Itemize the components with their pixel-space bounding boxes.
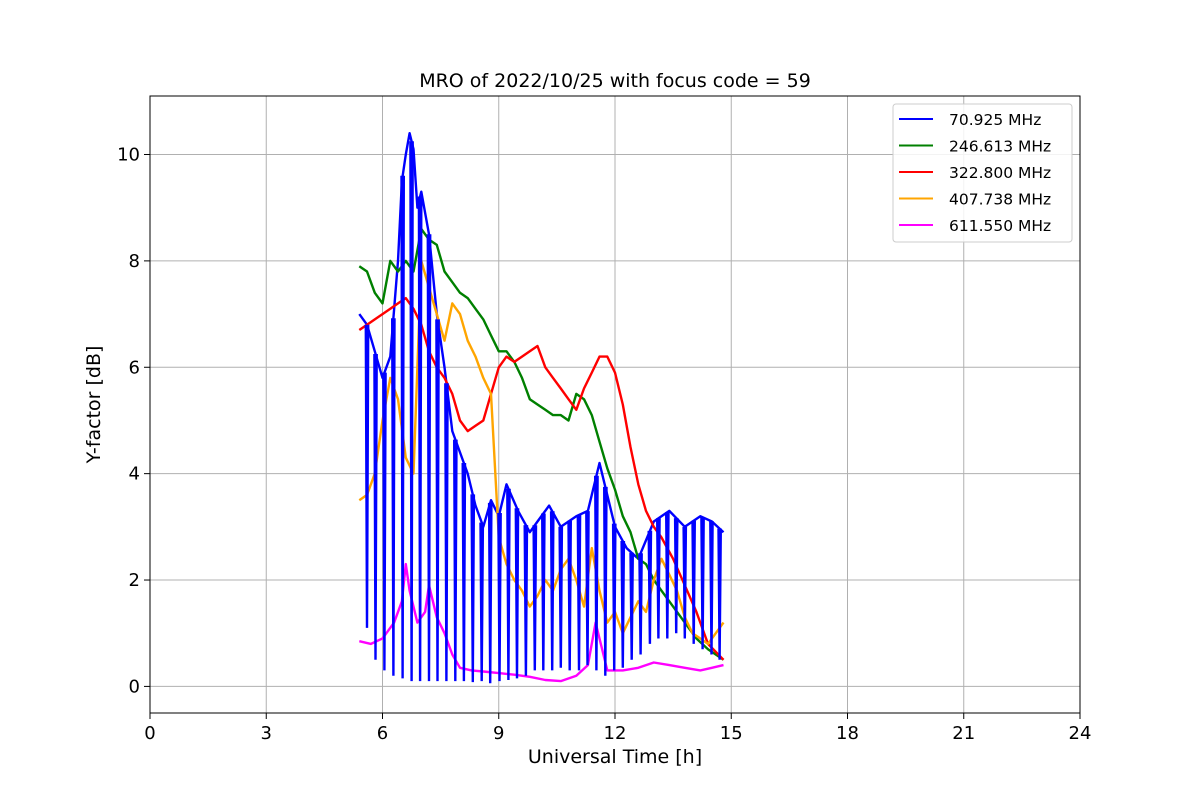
dropout-spike <box>717 528 722 660</box>
dropout-spike <box>682 526 688 639</box>
y-tick-label: 6 <box>129 357 140 378</box>
series-line-1 <box>358 227 725 661</box>
dropout-spike <box>523 525 529 676</box>
y-tick-label: 8 <box>129 251 140 272</box>
dropout-spike <box>417 196 423 682</box>
x-tick-label: 24 <box>1069 723 1092 744</box>
y-tick-label: 10 <box>117 145 140 166</box>
dropout-spike <box>603 486 608 676</box>
dropout-spike <box>400 175 405 679</box>
y-tick-label: 4 <box>129 464 140 485</box>
chart-title: MRO of 2022/10/25 with focus code = 59 <box>419 70 811 92</box>
dropout-spike <box>691 520 696 644</box>
dropout-spike <box>549 511 555 671</box>
y-tick-label: 0 <box>129 676 140 697</box>
dropout-spike <box>665 512 670 639</box>
dropout-spike <box>620 540 626 668</box>
dropout-spike <box>629 552 634 660</box>
dropout-spike <box>487 502 493 684</box>
dropout-spike <box>647 530 653 644</box>
dropout-spike <box>558 526 564 668</box>
dropout-spike <box>673 518 679 634</box>
x-tick-label: 9 <box>493 723 504 744</box>
dropout-spike <box>470 494 476 683</box>
x-tick-label: 0 <box>144 723 155 744</box>
dropout-spike <box>382 372 387 671</box>
legend: 70.925 MHz 246.613 MHz 322.800 MHz 407.738 … <box>892 103 1073 243</box>
y-axis: 0 2 4 6 8 10 <box>117 145 150 697</box>
dropout-spike <box>435 319 440 682</box>
y-tick-label: 2 <box>129 570 140 591</box>
dropout-spike <box>461 462 467 682</box>
dropout-spike <box>656 518 661 639</box>
dropout-spike <box>514 508 520 679</box>
dropout-spike <box>373 353 378 660</box>
dropout-spike <box>532 525 538 671</box>
plot-area <box>358 131 725 684</box>
dropout-spike <box>541 513 546 671</box>
dropout-spike <box>497 512 502 682</box>
x-tick-label: 6 <box>377 723 388 744</box>
x-tick-label: 18 <box>836 723 859 744</box>
dropout-spike <box>506 488 511 681</box>
legend-label: 407.738 MHz <box>949 191 1051 209</box>
x-tick-label: 3 <box>261 723 272 744</box>
dropout-spike <box>567 520 572 671</box>
dropout-spike <box>594 475 599 671</box>
dropout-spike <box>576 514 582 671</box>
dropout-spike <box>444 383 449 682</box>
dropout-spike <box>453 439 458 682</box>
dropout-spike <box>611 523 617 671</box>
series-line-0 <box>358 131 725 560</box>
y-axis-label: Y-factor [dB] <box>83 346 105 465</box>
dropout-spike <box>409 141 414 682</box>
legend-label: 246.613 MHz <box>949 138 1051 156</box>
dropout-spike <box>709 521 714 655</box>
x-axis-label: Universal Time [h] <box>528 746 702 768</box>
x-tick-label: 12 <box>604 723 627 744</box>
dropout-spike <box>700 517 705 650</box>
dropout-spike <box>364 324 370 628</box>
dropout-spike <box>479 522 485 682</box>
legend-box <box>892 103 1073 243</box>
legend-label: 70.925 MHz <box>949 111 1041 129</box>
dropout-spike <box>426 234 432 682</box>
x-tick-label: 15 <box>720 723 743 744</box>
dropout-spike <box>638 553 643 655</box>
legend-label: 611.550 MHz <box>949 217 1051 235</box>
series-line-2 <box>358 296 725 661</box>
x-tick-label: 21 <box>952 723 975 744</box>
dropout-spike <box>391 318 396 676</box>
grid <box>149 96 1081 713</box>
legend-label: 322.800 MHz <box>949 164 1051 182</box>
x-axis: 0 3 6 9 12 15 18 21 24 <box>144 713 1091 744</box>
dropout-spike <box>585 511 590 666</box>
